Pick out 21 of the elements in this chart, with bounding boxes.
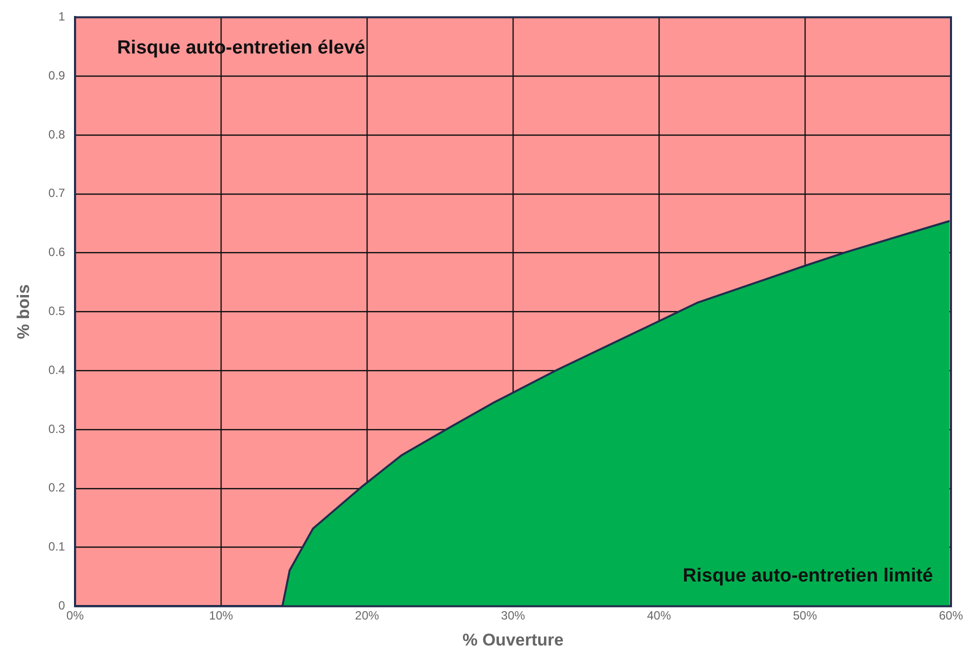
x-tick-label: 60% xyxy=(938,608,964,623)
y-tick-label: 0.8 xyxy=(48,127,66,142)
y-tick-label: 0.6 xyxy=(48,245,66,260)
y-tick-label: 1 xyxy=(58,10,66,24)
x-tick-label: 30% xyxy=(501,608,526,623)
x-tick-label: 10% xyxy=(209,608,234,623)
y-tick-label: 0.2 xyxy=(48,480,66,495)
x-tick-label: 40% xyxy=(647,608,672,623)
y-axis-title: % bois xyxy=(14,284,33,340)
x-tick-label: 20% xyxy=(355,608,380,623)
x-tick-label: 50% xyxy=(793,608,818,623)
y-tick-label: 0.5 xyxy=(48,304,66,318)
y-tick-label: 0 xyxy=(58,598,66,613)
y-tick-label: 0.3 xyxy=(48,422,66,436)
y-tick-label: 0.9 xyxy=(48,68,66,82)
x-tick-label: 0% xyxy=(66,608,84,623)
x-axis-title: % Ouverture xyxy=(462,630,564,650)
y-tick-label: 0.1 xyxy=(48,540,66,554)
y-tick-label: 0.7 xyxy=(48,186,66,200)
y-tick-label: 0.4 xyxy=(48,362,66,377)
annotation: Risque auto-entretien limité xyxy=(682,565,933,586)
